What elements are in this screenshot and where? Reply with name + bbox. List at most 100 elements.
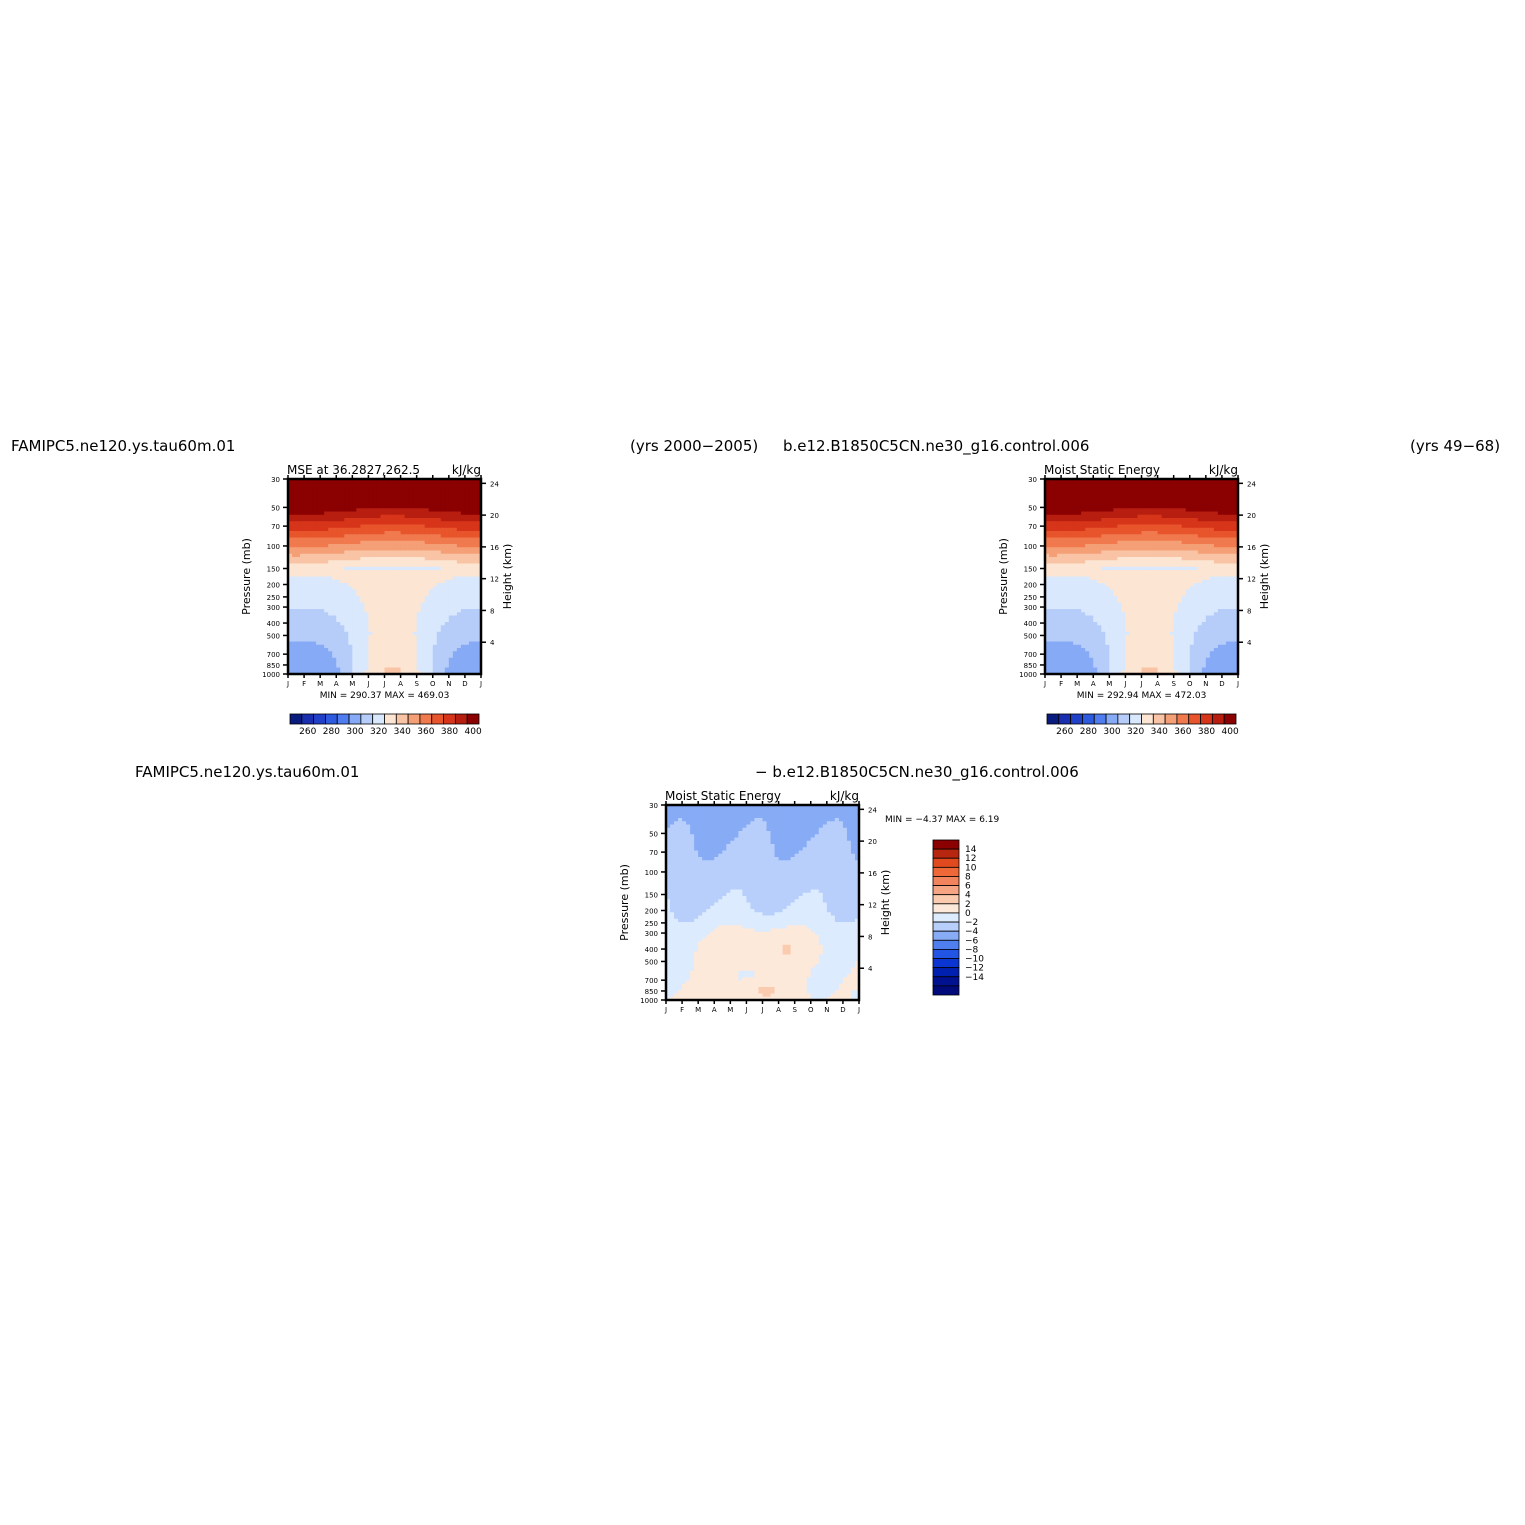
contour-cell: [292, 560, 297, 565]
contour-cell: [296, 579, 301, 584]
contour-cell: [432, 622, 438, 626]
contour-cell: [448, 550, 454, 555]
contour-cell: [404, 508, 410, 513]
contour-cell: [296, 537, 301, 542]
contour-cell: [1089, 501, 1094, 506]
contour-cell: [336, 521, 341, 526]
contour-cell: [300, 553, 305, 558]
contour-cell: [1061, 563, 1066, 568]
contour-cell: [396, 648, 402, 652]
contour-cell: [428, 498, 434, 503]
contour-cell: [1097, 563, 1102, 568]
contour-cell: [328, 521, 333, 526]
contour-cell: [1081, 599, 1086, 604]
contour-cell: [1093, 479, 1098, 483]
contour-cell: [328, 531, 333, 535]
contour-cell: [456, 657, 462, 662]
contour-cell: [296, 667, 301, 672]
contour-cell: [396, 599, 402, 604]
contour-cell: [396, 524, 402, 529]
contour-cell: [292, 625, 297, 630]
contour-cell: [376, 664, 382, 669]
contour-cell: [320, 485, 325, 490]
contour-cell: [312, 524, 317, 529]
contour-cell: [348, 514, 353, 519]
contour-cell: [352, 550, 357, 555]
contour-cell: [1097, 599, 1102, 604]
contour-cell: [476, 573, 482, 578]
contour-cell: [432, 501, 438, 506]
contour-cell: [1081, 501, 1086, 506]
contour-cell: [388, 589, 394, 594]
contour-cell: [360, 615, 365, 620]
contour-cell: [1053, 540, 1058, 545]
contour-cell: [432, 609, 438, 613]
contour-cell: [364, 508, 370, 513]
contour-cell: [320, 563, 325, 568]
contour-cell: [420, 482, 426, 487]
contour-cell: [1045, 589, 1050, 594]
contour-cell: [1109, 492, 1114, 496]
contour-cell: [316, 550, 321, 555]
contour-cell: [1045, 670, 1050, 675]
contour-cell: [388, 550, 394, 555]
contour-cell: [404, 583, 410, 587]
height-tick-label-12: 12: [490, 576, 499, 584]
contour-cell: [1045, 524, 1050, 529]
contour-cell: [372, 488, 378, 493]
contour-cell: [400, 670, 406, 675]
contour-cell: [1097, 648, 1102, 652]
contour-cell: [1069, 605, 1074, 610]
contour-cell: [436, 495, 442, 500]
contour-cell: [444, 557, 450, 561]
contour-cell: [352, 540, 357, 545]
contour-cell: [336, 628, 341, 633]
contour-cell: [412, 651, 418, 656]
contour-cell: [440, 514, 446, 519]
contour-cell: [316, 505, 321, 509]
colorbar-label: 320: [370, 727, 387, 737]
contour-cell: [304, 537, 309, 542]
contour-cell: [1085, 563, 1090, 568]
contour-cell: [1089, 670, 1094, 675]
contour-cell: [448, 661, 454, 665]
contour-cell: [1065, 631, 1070, 636]
contour-cell: [400, 618, 406, 623]
contour-cell: [1065, 576, 1070, 581]
contour-cell: [392, 485, 398, 490]
contour-cell: [296, 492, 301, 496]
contour-cell: [1069, 615, 1074, 620]
contour-cell: [456, 628, 462, 633]
contour-cell: [420, 540, 426, 545]
contour-cell: [1069, 641, 1074, 646]
contour-cell: [300, 648, 305, 652]
contour-cell: [348, 644, 353, 649]
contour-cell: [396, 583, 402, 587]
contour-cell: [472, 521, 478, 526]
contour-cell: [292, 492, 297, 496]
contour-cell: [1093, 609, 1098, 613]
contour-cell: [324, 609, 329, 613]
contour-cell: [288, 531, 293, 535]
contour-cell: [424, 654, 430, 659]
contour-cell: [432, 625, 438, 630]
contour-cell: [412, 612, 418, 617]
contour-cell: [296, 531, 301, 535]
contour-cell: [1093, 625, 1098, 630]
contour-cell: [1097, 495, 1102, 500]
contour-cell: [476, 540, 482, 545]
contour-cell: [1069, 531, 1074, 535]
contour-cell: [1057, 550, 1062, 555]
contour-cell: [404, 501, 410, 506]
contour-cell: [288, 485, 293, 490]
contour-cell: [448, 635, 454, 639]
contour-cell: [360, 618, 365, 623]
contour-cell: [1089, 618, 1094, 623]
contour-cell: [1097, 589, 1102, 594]
contour-cell: [388, 479, 394, 483]
contour-cell: [464, 501, 470, 506]
contour-cell: [448, 579, 454, 584]
contour-cell: [452, 631, 458, 636]
contour-cell: [388, 498, 394, 503]
contour-cell: [1069, 566, 1074, 571]
